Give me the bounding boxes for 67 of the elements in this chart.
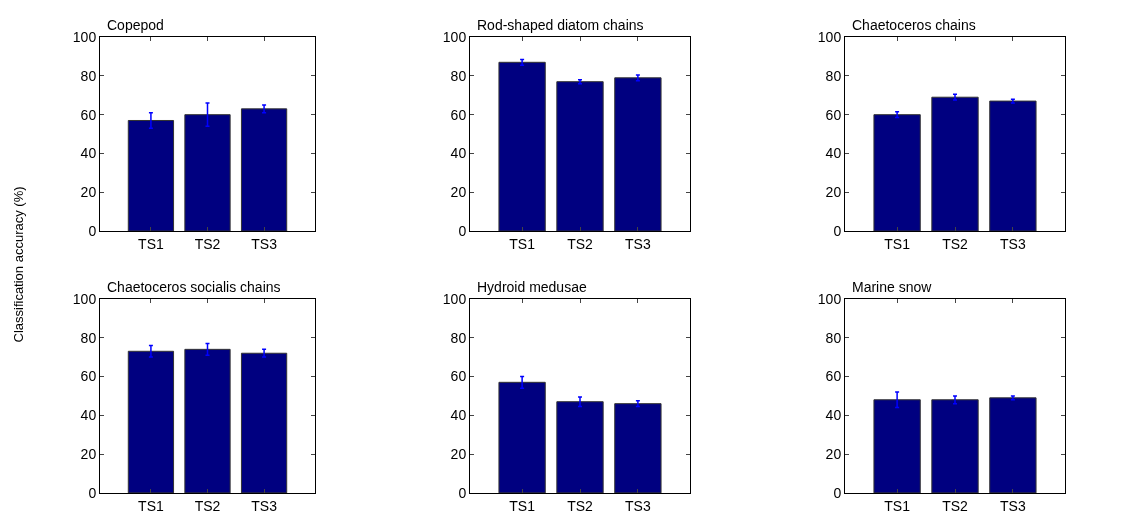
y-tick-label: 40 <box>450 145 467 162</box>
y-tick-label: 40 <box>825 145 842 162</box>
chart-title: Marine snow <box>852 279 933 295</box>
bar <box>498 381 546 493</box>
y-tick-label: 20 <box>825 445 842 462</box>
x-tick-label: TS3 <box>1000 235 1026 252</box>
y-tick-label: 40 <box>450 407 467 424</box>
x-tick-label: TS1 <box>509 235 536 252</box>
x-tick-label: TS3 <box>625 497 651 514</box>
y-tick-label: 100 <box>442 290 467 307</box>
y-tick-label: 60 <box>450 368 467 385</box>
x-tick-label: TS2 <box>194 235 221 252</box>
x-tick-label: TS2 <box>567 497 594 514</box>
y-tick-label: 0 <box>458 222 467 239</box>
chart-title: Rod-shaped diatom chains <box>477 17 644 33</box>
x-tick-label: TS1 <box>884 235 911 252</box>
y-tick-label: 20 <box>80 184 97 201</box>
y-tick-label: 60 <box>80 106 97 123</box>
y-tick-label: 0 <box>88 222 97 239</box>
y-tick-label: 60 <box>825 106 842 123</box>
chart-title: Chaetoceros socialis chains <box>107 279 281 295</box>
chart-title: Hydroid medusae <box>477 279 587 295</box>
y-tick-label: 80 <box>825 67 842 84</box>
y-tick-label: 100 <box>72 290 97 307</box>
y-tick-label: 80 <box>80 329 97 346</box>
y-tick-label: 100 <box>72 28 97 45</box>
y-tick-label: 80 <box>450 329 467 346</box>
y-tick-label: 20 <box>450 184 467 201</box>
x-tick-label: TS2 <box>942 235 969 252</box>
y-tick-label: 0 <box>88 484 97 501</box>
y-tick-label: 100 <box>817 290 842 307</box>
y-tick-label: 40 <box>80 145 97 162</box>
x-tick-label: TS2 <box>942 497 969 514</box>
bar <box>873 114 921 232</box>
bar <box>931 96 979 232</box>
bar <box>989 100 1037 232</box>
y-tick-label: 40 <box>80 407 97 424</box>
x-tick-label: TS2 <box>194 497 221 514</box>
y-tick-label: 20 <box>825 184 842 201</box>
x-tick-label: TS1 <box>138 235 164 252</box>
bar <box>556 401 604 493</box>
y-tick-label: 60 <box>450 106 467 123</box>
y-tick-label: 40 <box>825 407 842 424</box>
x-tick-label: TS3 <box>251 497 278 514</box>
y-tick-label: 0 <box>458 484 467 501</box>
x-tick-label: TS2 <box>567 235 594 252</box>
x-tick-label: TS3 <box>251 235 278 252</box>
y-tick-label: 80 <box>80 67 97 84</box>
y-tick-label: 0 <box>833 222 842 239</box>
chart-title: Copepod <box>107 17 164 33</box>
y-tick-label: 60 <box>80 368 97 385</box>
bar <box>614 403 662 493</box>
y-tick-label: 100 <box>442 28 467 45</box>
x-tick-label: TS1 <box>884 497 911 514</box>
x-tick-label: TS3 <box>625 235 651 252</box>
x-tick-label: TS1 <box>509 497 536 514</box>
x-tick-label: TS1 <box>138 497 164 514</box>
y-tick-label: 0 <box>833 484 842 501</box>
y-axis-title: Classification accuracy (%) <box>10 186 26 343</box>
y-tick-label: 20 <box>450 445 467 462</box>
y-tick-label: 80 <box>450 67 467 84</box>
y-tick-label: 20 <box>80 445 97 462</box>
chart-title: Chaetoceros chains <box>852 17 976 33</box>
y-tick-label: 60 <box>825 368 842 385</box>
y-tick-label: 100 <box>817 28 842 45</box>
y-tick-label: 80 <box>825 329 842 346</box>
x-tick-label: TS3 <box>1000 497 1026 514</box>
